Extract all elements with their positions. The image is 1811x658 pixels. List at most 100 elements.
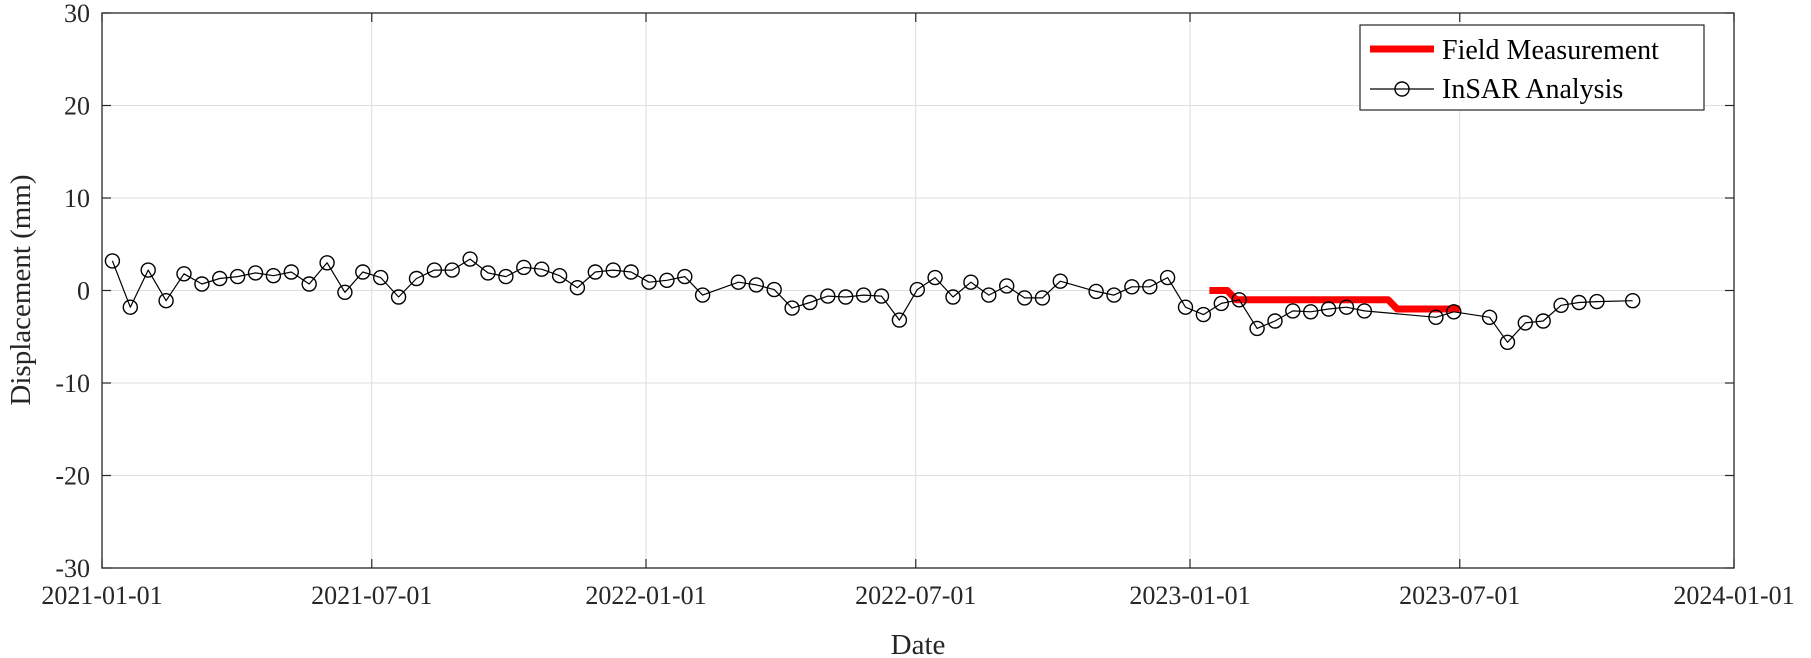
insar-data-point <box>909 281 925 298</box>
x-tick-label: 2023-01-01 <box>1129 581 1250 610</box>
insar-data-point <box>1517 315 1534 331</box>
insar-data-point <box>551 268 568 284</box>
insar-data-point <box>659 272 675 288</box>
y-tick-label: -20 <box>55 462 90 491</box>
legend-box <box>1359 24 1705 111</box>
insar-data-point <box>1624 293 1641 309</box>
x-tick-label: 2021-07-01 <box>311 581 432 610</box>
insar-data-point <box>1267 313 1283 329</box>
insar-data-point <box>623 264 639 280</box>
insar-data-point <box>1285 303 1301 319</box>
insar-data-point <box>1159 269 1176 286</box>
insar-data-point <box>694 287 711 303</box>
insar-data-point <box>1106 287 1122 303</box>
insar-data-point <box>1589 293 1605 310</box>
y-tick-label: 30 <box>64 0 90 28</box>
insar-data-point <box>247 265 264 281</box>
insar-data-point <box>587 264 603 280</box>
insar-data-point <box>766 281 782 298</box>
insar-data-point <box>194 276 210 292</box>
insar-data-point <box>1446 304 1462 320</box>
insar-data-point <box>408 270 425 287</box>
x-tick-label: 2022-01-01 <box>585 581 706 610</box>
insar-data-point <box>1231 292 1247 308</box>
insar-data-point <box>820 288 836 304</box>
insar-data-point <box>1428 309 1444 325</box>
insar-data-point <box>1553 297 1569 313</box>
insar-data-point <box>1338 299 1355 315</box>
insar-data-point <box>1302 304 1319 320</box>
insar-data-point <box>301 276 317 292</box>
insar-data-point <box>784 300 800 316</box>
y-tick-label: 10 <box>64 184 90 213</box>
x-tick-label: 2022-07-01 <box>855 581 976 610</box>
insar-data-point <box>873 288 890 304</box>
insar-data-point <box>104 253 121 269</box>
insar-data-point <box>1571 294 1587 311</box>
insar-data-point <box>480 265 496 281</box>
insar-data-point <box>122 299 139 315</box>
insar-data-point <box>1249 320 1265 337</box>
insar-data-point <box>891 312 908 328</box>
insar-data-point <box>355 264 371 280</box>
insar-data-point <box>605 262 621 278</box>
x-tick-label: 2024-01-01 <box>1673 581 1794 610</box>
insar-data-point <box>1124 279 1140 295</box>
insar-data-point <box>176 266 192 282</box>
insar-data-point <box>748 277 764 293</box>
insar-data-point <box>945 289 961 305</box>
insar-data-point <box>1177 299 1194 315</box>
x-tick-label: 2023-07-01 <box>1399 581 1520 610</box>
series-area <box>104 251 1641 350</box>
insar-data-point <box>927 269 943 286</box>
insar-data-point <box>444 262 460 278</box>
insar-data-point <box>1088 283 1104 300</box>
axis-ticks: 2021-01-01 2021-07-01 2022-01-01 2022-07-01… <box>41 0 1794 610</box>
y-tick-label: -30 <box>55 554 90 583</box>
insar-data-point <box>426 262 443 278</box>
insar-data-point <box>158 293 174 309</box>
legend: Field Measurement InSAR Analysis <box>1359 24 1705 111</box>
insar-data-point <box>855 287 872 303</box>
insar-data-point <box>730 274 747 290</box>
legend-field-label: Field Measurement <box>1442 35 1659 66</box>
insar-data-point <box>838 289 854 305</box>
insar-data-point <box>1052 273 1069 289</box>
insar-data-point <box>1142 279 1158 295</box>
insar-data-point <box>1195 306 1212 323</box>
insar-data-point <box>1320 301 1337 317</box>
insar-data-point <box>1356 303 1373 319</box>
insar-data-point <box>498 268 514 285</box>
insar-data-point <box>140 262 156 278</box>
x-tick-label: 2021-01-01 <box>41 581 162 610</box>
insar-data-point <box>229 268 246 285</box>
insar-data-point <box>516 259 532 276</box>
legend-insar-label: InSAR Analysis <box>1442 74 1623 105</box>
insar-data-point <box>462 251 478 267</box>
y-tick-label: -10 <box>55 369 90 398</box>
insar-data-point <box>999 278 1015 294</box>
y-tick-label: 20 <box>64 92 90 121</box>
x-axis-title: Date <box>891 629 946 658</box>
insar-data-point <box>963 274 979 290</box>
insar-data-point <box>641 274 657 290</box>
insar-data-point <box>1034 290 1051 306</box>
insar-data-point <box>981 287 997 303</box>
insar-data-point <box>677 268 693 285</box>
insar-data-point <box>319 255 335 271</box>
insar-data-point <box>373 269 389 286</box>
insar-data-point <box>1016 290 1033 306</box>
insar-data-point <box>283 264 299 280</box>
insar-data-point <box>1213 295 1230 312</box>
y-tick-label: 0 <box>77 277 90 306</box>
insar-data-point <box>1535 313 1551 329</box>
insar-analysis-line <box>111 258 1633 343</box>
legend-insar-marker <box>1394 81 1410 97</box>
insar-data-point <box>802 294 818 311</box>
field-measurement-line <box>1209 287 1460 313</box>
insar-data-point <box>211 270 228 287</box>
insar-data-point <box>1481 309 1498 325</box>
insar-data-point <box>569 280 586 296</box>
insar-data-point <box>534 261 550 277</box>
